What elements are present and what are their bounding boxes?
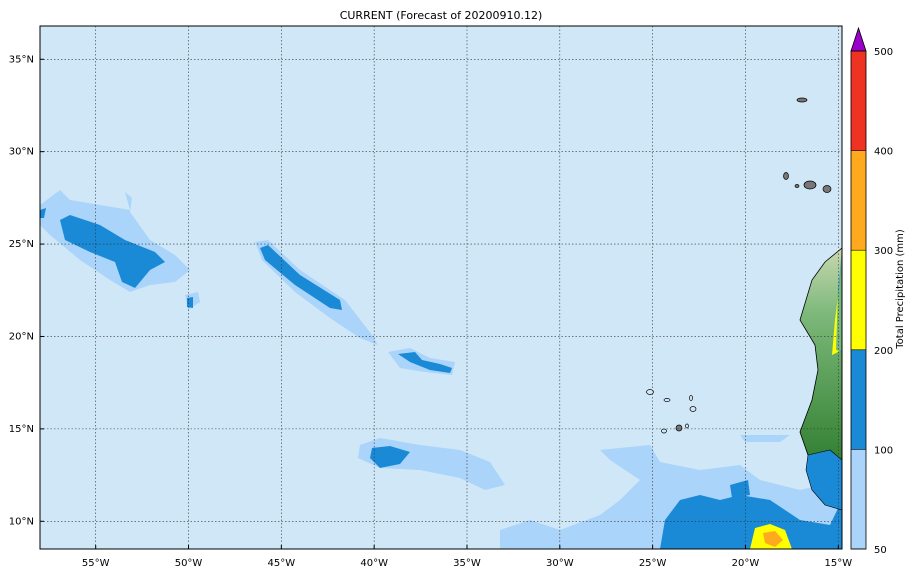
colorbar-segment (851, 349, 866, 450)
colorbar-label: Total Precipitation (mm) (895, 229, 906, 350)
map-frame (39, 25, 843, 550)
precip-heavy (836, 249, 842, 352)
colorbar-segment (851, 51, 866, 151)
graticule (40, 26, 842, 549)
precip-heavy (40, 208, 46, 218)
precip-heavy (60, 215, 165, 288)
precip-heavy (260, 245, 342, 310)
y-tick-label: 25°N (9, 239, 34, 250)
islands (646, 97, 832, 434)
x-tick-label: 45°W (268, 558, 296, 569)
precip-heavy (187, 297, 193, 308)
x-tick-label: 50°W (175, 558, 203, 569)
precip-orange (763, 531, 783, 547)
colorbar-segment (851, 250, 866, 350)
x-tick-label: 20°W (732, 558, 760, 569)
precip-light (740, 435, 790, 442)
precip-heavy (730, 480, 750, 498)
land-coast (805, 449, 842, 511)
y-tick-label: 35°N (9, 54, 34, 65)
y-tick-label: 30°N (9, 147, 34, 158)
x-tick-label: 35°W (453, 558, 481, 569)
colorbar-tick-label: 50 (874, 545, 887, 556)
y-tick-label: 10°N (9, 516, 34, 527)
x-tick-label: 25°W (639, 558, 667, 569)
colorbar-segment (851, 449, 866, 549)
colorbar-tick-label: 500 (874, 47, 893, 58)
colorbar-tick-label: 200 (874, 346, 893, 357)
x-tick-label: 40°W (360, 558, 388, 569)
precip-heavy (660, 495, 842, 549)
map-title: CURRENT (Forecast of 20200910.12) (340, 9, 543, 22)
colorbar-segment (851, 150, 866, 251)
precip-heavy (370, 446, 410, 468)
precip-shading (40, 97, 842, 549)
colorbar-extend (850, 26, 867, 52)
colorbar-tick-label: 400 (874, 147, 893, 158)
x-tick-label: 15°W (824, 558, 852, 569)
y-tick-label: 20°N (9, 331, 34, 342)
x-tick-label: 55°W (82, 558, 110, 569)
colorbar-tick-label: 100 (874, 445, 893, 456)
precip-heavy (398, 352, 452, 373)
colorbar-tick-label: 300 (874, 246, 893, 257)
x-tick-label: 30°W (546, 558, 574, 569)
y-tick-label: 15°N (9, 424, 34, 435)
